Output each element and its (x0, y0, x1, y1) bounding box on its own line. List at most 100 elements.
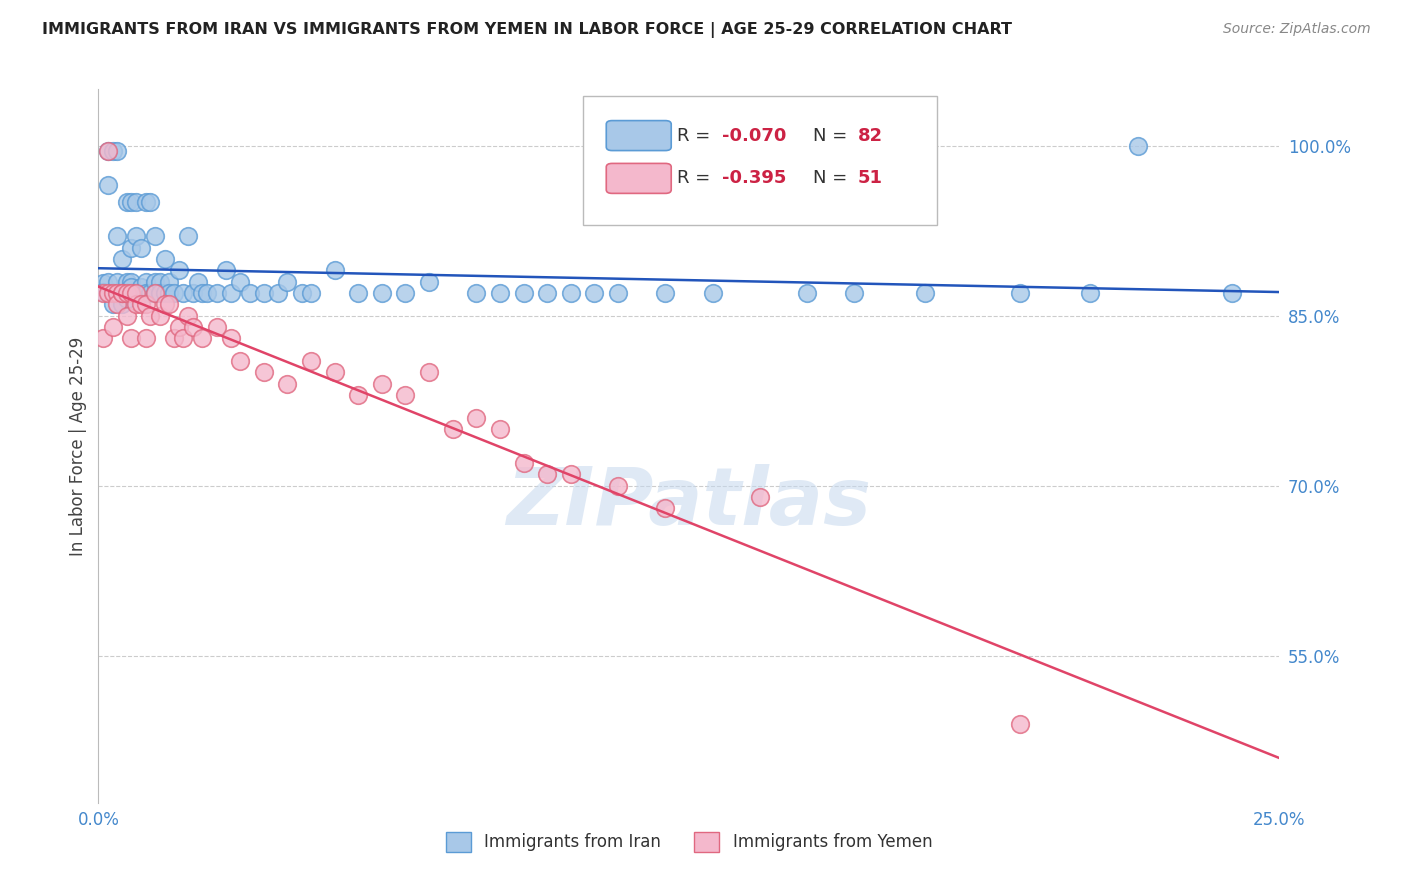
Point (115, 195, 138, 210)
Point (191, 331, 214, 345)
Point (143, 286, 166, 301)
Point (153, 286, 176, 301)
Point (125, 286, 148, 301)
Point (347, 286, 370, 301)
Point (172, 286, 194, 301)
Point (125, 286, 148, 301)
Point (560, 467, 582, 482)
Point (139, 286, 162, 301)
Point (205, 286, 228, 301)
Text: 51: 51 (858, 169, 883, 187)
Point (748, 490, 770, 504)
Point (157, 297, 180, 311)
Point (149, 275, 172, 289)
Point (177, 229, 200, 244)
Point (394, 388, 416, 402)
Point (181, 320, 204, 334)
Point (125, 297, 148, 311)
Text: -0.070: -0.070 (723, 127, 786, 145)
Text: IMMIGRANTS FROM IRAN VS IMMIGRANTS FROM YEMEN IN LABOR FORCE | AGE 25-29 CORRELA: IMMIGRANTS FROM IRAN VS IMMIGRANTS FROM … (42, 22, 1012, 38)
Point (195, 286, 218, 301)
Point (105, 275, 128, 289)
Point (347, 388, 370, 402)
Point (135, 195, 157, 210)
Point (105, 229, 128, 244)
Point (91, 276, 114, 290)
Point (91, 286, 114, 301)
Point (465, 286, 488, 301)
Point (323, 263, 346, 277)
Point (1008, 286, 1031, 301)
Point (276, 376, 298, 391)
Y-axis label: In Labor Force | Age 25-29: In Labor Force | Age 25-29 (69, 336, 87, 556)
Point (215, 263, 238, 277)
Point (125, 195, 148, 210)
Point (111, 252, 134, 266)
Text: N =: N = (813, 127, 853, 145)
Point (129, 297, 152, 311)
Point (654, 286, 676, 301)
Point (844, 286, 866, 301)
Point (97, 145, 120, 159)
Point (121, 195, 143, 210)
Point (163, 331, 186, 345)
Point (583, 286, 606, 301)
Point (153, 252, 176, 266)
Point (181, 286, 204, 301)
Point (167, 320, 190, 334)
Point (115, 292, 138, 306)
Point (607, 286, 630, 301)
Point (1220, 286, 1243, 301)
FancyBboxPatch shape (582, 96, 936, 225)
Point (371, 286, 394, 301)
Point (121, 241, 143, 255)
Point (149, 309, 172, 323)
Point (97, 286, 120, 301)
Text: Source: ZipAtlas.com: Source: ZipAtlas.com (1223, 22, 1371, 37)
Point (465, 410, 488, 425)
Point (135, 286, 157, 301)
Point (267, 286, 290, 301)
Point (441, 422, 464, 436)
Point (157, 286, 180, 301)
Point (702, 286, 724, 301)
Point (560, 286, 582, 301)
Point (177, 309, 200, 323)
Point (153, 297, 176, 311)
FancyBboxPatch shape (606, 163, 671, 194)
Point (121, 275, 143, 289)
Point (323, 365, 346, 379)
Point (135, 331, 157, 345)
Point (276, 275, 298, 289)
Point (205, 320, 228, 334)
Point (91, 285, 114, 299)
Point (139, 195, 162, 210)
Point (1008, 716, 1031, 731)
FancyBboxPatch shape (606, 120, 671, 151)
Point (101, 286, 124, 301)
Point (105, 286, 128, 301)
Point (105, 297, 128, 311)
Point (111, 286, 134, 301)
Point (229, 275, 252, 289)
Point (299, 354, 322, 368)
Point (125, 229, 148, 244)
Point (115, 286, 138, 301)
Point (191, 286, 214, 301)
Point (97, 275, 120, 289)
Point (163, 286, 186, 301)
Point (121, 286, 143, 301)
Point (512, 456, 534, 470)
Point (489, 422, 512, 436)
Point (105, 286, 128, 301)
Point (654, 501, 676, 516)
Point (290, 286, 312, 301)
Point (101, 145, 124, 159)
Point (219, 331, 242, 345)
Point (187, 275, 209, 289)
Point (489, 286, 512, 301)
Legend: Immigrants from Iran, Immigrants from Yemen: Immigrants from Iran, Immigrants from Ye… (439, 825, 939, 859)
Text: ZIPatlas: ZIPatlas (506, 464, 872, 542)
Point (111, 297, 134, 311)
Point (796, 286, 818, 301)
